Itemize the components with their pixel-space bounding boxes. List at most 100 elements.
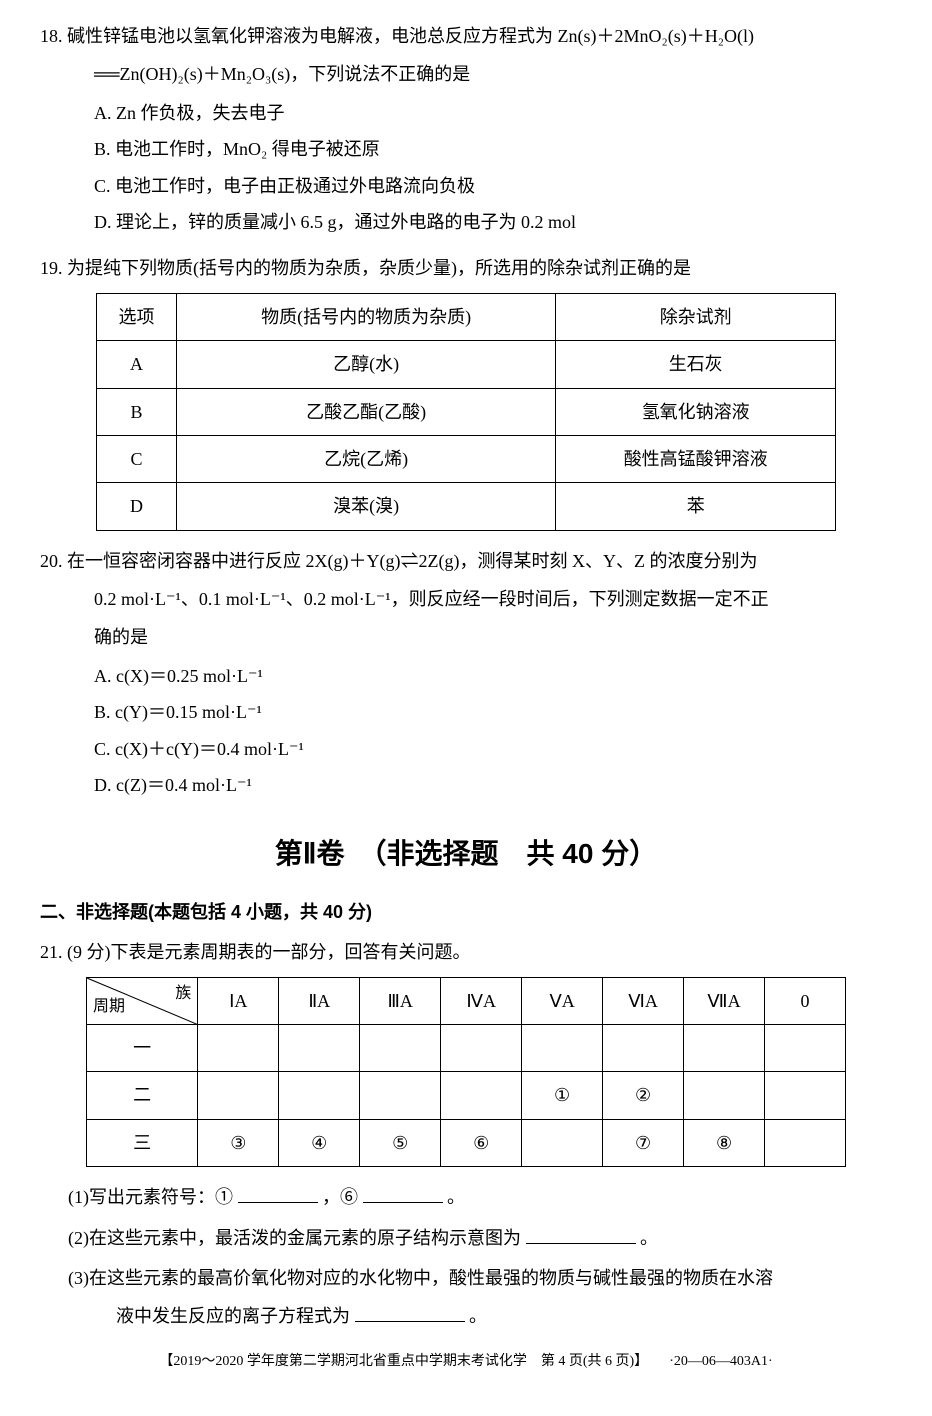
- q20-line3: 确的是: [94, 621, 892, 653]
- table-row: D 溴苯(溴) 苯: [97, 483, 836, 530]
- q19-r1c2: 氢氧化钠溶液: [556, 388, 836, 435]
- q19-r3c2: 苯: [556, 483, 836, 530]
- q21-sub1-end: 。: [447, 1187, 465, 1207]
- q19-text: 为提纯下列物质(括号内的物质为杂质，杂质少量)，所选用的除杂试剂正确的是: [67, 258, 691, 278]
- question-20: 20. 在一恒容密闭容器中进行反应 2X(g)＋Y(g)⇌2Z(g)，测得某时刻…: [40, 545, 892, 802]
- table-row: 选项 物质(括号内的物质为杂质) 除杂试剂: [97, 293, 836, 340]
- q18-opt-b: B. 电池工作时，MnO₂ 得电子被还原: [94, 133, 892, 165]
- pt-h7: 0: [764, 977, 845, 1024]
- q21-sub3-l1: (3)在这些元素的最高价氧化物对应的水化物中，酸性最强的物质与碱性最强的物质在水…: [68, 1262, 892, 1294]
- footer-right: ·20—06—403A1·: [669, 1354, 772, 1369]
- q19-r0c0: A: [97, 341, 177, 388]
- pt-r2c6: ②: [603, 1072, 684, 1119]
- pt-r3c7: ⑧: [684, 1119, 765, 1166]
- table-row: 三 ③ ④ ⑤ ⑥ ⑦ ⑧: [87, 1119, 846, 1166]
- pt-h4: ⅤA: [522, 977, 603, 1024]
- pt-r3c1: ③: [198, 1119, 279, 1166]
- q18-opt-d: D. 理论上，锌的质量减小 6.5 g，通过外电路的电子为 0.2 mol: [94, 206, 892, 238]
- pt-cell: [360, 1072, 441, 1119]
- q20-line2: 0.2 mol·L⁻¹、0.1 mol·L⁻¹、0.2 mol·L⁻¹，则反应经…: [94, 583, 892, 615]
- pt-r3c4: ⑥: [441, 1119, 522, 1166]
- q19-number: 19.: [40, 258, 63, 278]
- blank-field[interactable]: [526, 1224, 636, 1244]
- q21-sub2-end: 。: [640, 1228, 658, 1248]
- pt-row2-label: 二: [87, 1072, 198, 1119]
- q20-opt-b: B. c(Y)＝0.15 mol·L⁻¹: [94, 696, 892, 728]
- q19-th-1: 物质(括号内的物质为杂质): [176, 293, 555, 340]
- table-row: A 乙醇(水) 生石灰: [97, 341, 836, 388]
- table-row: 族 周期 ⅠA ⅡA ⅢA ⅣA ⅤA ⅥA ⅦA 0: [87, 977, 846, 1024]
- q19-r2c1: 乙烷(乙烯): [176, 435, 555, 482]
- q18-options: A. Zn 作负极，失去电子 B. 电池工作时，MnO₂ 得电子被还原 C. 电…: [94, 97, 892, 239]
- q19-r1c0: B: [97, 388, 177, 435]
- pt-diag-top: 族: [175, 980, 191, 1009]
- pt-row3-label: 三: [87, 1119, 198, 1166]
- pt-cell: [522, 1024, 603, 1071]
- blank-field[interactable]: [355, 1302, 465, 1322]
- blank-field[interactable]: [238, 1183, 318, 1203]
- q21-sub3: (3)在这些元素的最高价氧化物对应的水化物中，酸性最强的物质与碱性最强的物质在水…: [68, 1262, 892, 1333]
- q21-sub1-pre: (1)写出元素符号：①: [68, 1187, 233, 1207]
- q19-table: 选项 物质(括号内的物质为杂质) 除杂试剂 A 乙醇(水) 生石灰 B 乙酸乙酯…: [96, 293, 836, 531]
- q19-r2c0: C: [97, 435, 177, 482]
- q21-sub2-pre: (2)在这些元素中，最活泼的金属元素的原子结构示意图为: [68, 1228, 521, 1248]
- pt-cell: [603, 1024, 684, 1071]
- pt-h1: ⅡA: [279, 977, 360, 1024]
- question-21: 21. (9 分)下表是元素周期表的一部分，回答有关问题。 族 周期 ⅠA ⅡA…: [40, 936, 892, 1333]
- table-row: B 乙酸乙酯(乙酸) 氢氧化钠溶液: [97, 388, 836, 435]
- pt-h3: ⅣA: [441, 977, 522, 1024]
- q20-number: 20.: [40, 551, 63, 571]
- q20-opt-d: D. c(Z)＝0.4 mol·L⁻¹: [94, 769, 892, 801]
- pt-r3c2: ④: [279, 1119, 360, 1166]
- question-18: 18. 碱性锌锰电池以氢氧化钾溶液为电解液，电池总反应方程式为 Zn(s)＋2M…: [40, 20, 892, 238]
- pt-r3c6: ⑦: [603, 1119, 684, 1166]
- question-19: 19. 为提纯下列物质(括号内的物质为杂质，杂质少量)，所选用的除杂试剂正确的是…: [40, 252, 892, 530]
- pt-cell: [441, 1072, 522, 1119]
- q18-opt-c: C. 电池工作时，电子由正极通过外电路流向负极: [94, 170, 892, 202]
- table-row: C 乙烷(乙烯) 酸性高锰酸钾溶液: [97, 435, 836, 482]
- q19-r2c2: 酸性高锰酸钾溶液: [556, 435, 836, 482]
- pt-h6: ⅦA: [684, 977, 765, 1024]
- pt-diag-cell: 族 周期: [87, 977, 198, 1024]
- pt-r2c5: ①: [522, 1072, 603, 1119]
- q19-th-2: 除杂试剂: [556, 293, 836, 340]
- pt-cell: [764, 1072, 845, 1119]
- q19-th-0: 选项: [97, 293, 177, 340]
- pt-cell: [279, 1024, 360, 1071]
- pt-cell: [441, 1024, 522, 1071]
- pt-h5: ⅥA: [603, 977, 684, 1024]
- q21-number: 21.: [40, 942, 63, 962]
- blank-field[interactable]: [363, 1183, 443, 1203]
- section-2-title: 第Ⅱ卷 （非选择题 共 40 分）: [40, 829, 892, 879]
- pt-cell: [279, 1072, 360, 1119]
- pt-h2: ⅢA: [360, 977, 441, 1024]
- q21-sub2: (2)在这些元素中，最活泼的金属元素的原子结构示意图为 。: [68, 1222, 892, 1254]
- q21-sub3-l2-end: 。: [469, 1306, 487, 1326]
- q18-line2: ══Zn(OH)₂(s)＋Mn₂O₃(s)，下列说法不正确的是: [94, 58, 892, 90]
- q20-options: A. c(X)＝0.25 mol·L⁻¹ B. c(Y)＝0.15 mol·L⁻…: [94, 660, 892, 802]
- pt-cell: [198, 1072, 279, 1119]
- q19-r3c0: D: [97, 483, 177, 530]
- pt-cell: [684, 1024, 765, 1071]
- footer-left: 【2019～2020 学年度第二学期河北省重点中学期末考试化学 第 4 页(共 …: [159, 1354, 648, 1369]
- pt-cell: [360, 1024, 441, 1071]
- q18-line1: 碱性锌锰电池以氢氧化钾溶液为电解液，电池总反应方程式为 Zn(s)＋2MnO₂(…: [67, 26, 754, 46]
- pt-row1-label: 一: [87, 1024, 198, 1071]
- q20-line1: 在一恒容密闭容器中进行反应 2X(g)＋Y(g)⇌2Z(g)，测得某时刻 X、Y…: [67, 551, 757, 571]
- q18-opt-a: A. Zn 作负极，失去电子: [94, 97, 892, 129]
- table-row: 二 ① ②: [87, 1072, 846, 1119]
- q18-number: 18.: [40, 26, 63, 46]
- section-2-subtitle: 二、非选择题(本题包括 4 小题，共 40 分): [40, 896, 892, 928]
- q21-text: (9 分)下表是元素周期表的一部分，回答有关问题。: [67, 942, 471, 962]
- q19-r1c1: 乙酸乙酯(乙酸): [176, 388, 555, 435]
- pt-r3c3: ⑤: [360, 1119, 441, 1166]
- q19-r3c1: 溴苯(溴): [176, 483, 555, 530]
- pt-h0: ⅠA: [198, 977, 279, 1024]
- table-row: 一: [87, 1024, 846, 1071]
- pt-cell: [684, 1072, 765, 1119]
- q21-sub3-l2-pre: 液中发生反应的离子方程式为: [116, 1306, 350, 1326]
- pt-cell: [522, 1119, 603, 1166]
- pt-diag-bottom: 周期: [93, 993, 125, 1022]
- periodic-table: 族 周期 ⅠA ⅡA ⅢA ⅣA ⅤA ⅥA ⅦA 0 一 二: [86, 977, 846, 1168]
- q21-sub1-mid: ，⑥: [322, 1187, 358, 1207]
